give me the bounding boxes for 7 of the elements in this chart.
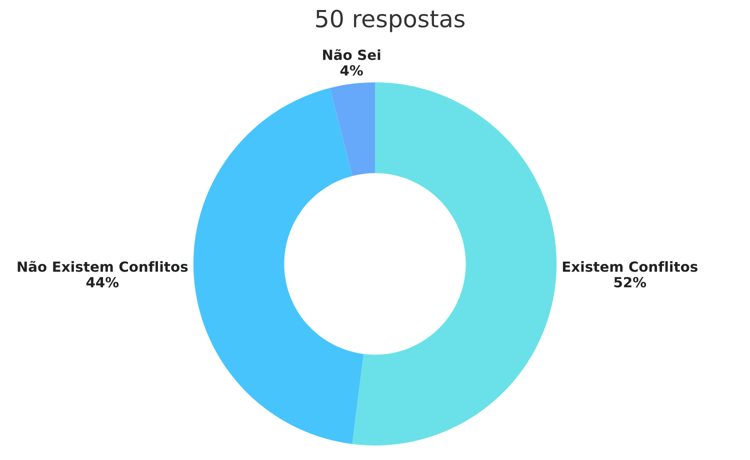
chart-title: 50 respostas [316, 10, 465, 32]
data-label: 52% [614, 276, 646, 288]
slice-label: Não Sei [323, 49, 380, 60]
slice-label: Não Existem Conflitos [18, 260, 188, 272]
data-label: 44% [86, 276, 119, 288]
data-label: 4% [340, 65, 363, 76]
slice-label: Existem Conflitos [562, 261, 698, 272]
